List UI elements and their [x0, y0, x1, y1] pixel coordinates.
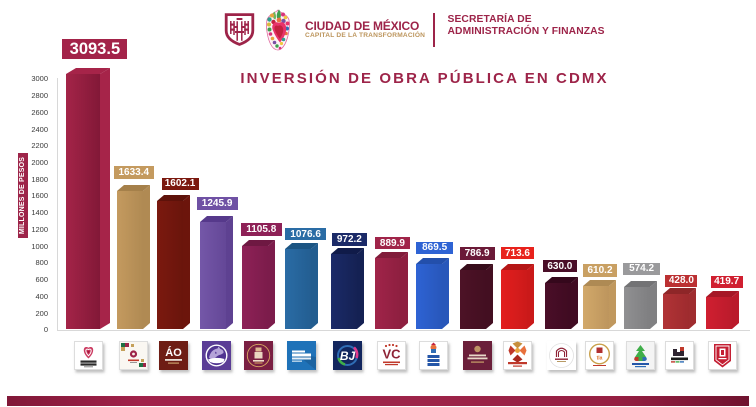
svg-text:ÁO: ÁO: [166, 346, 183, 359]
svg-text:tla: tla: [597, 355, 603, 361]
svg-text:BJ: BJ: [339, 349, 355, 363]
svg-text:VC: VC: [382, 346, 401, 361]
